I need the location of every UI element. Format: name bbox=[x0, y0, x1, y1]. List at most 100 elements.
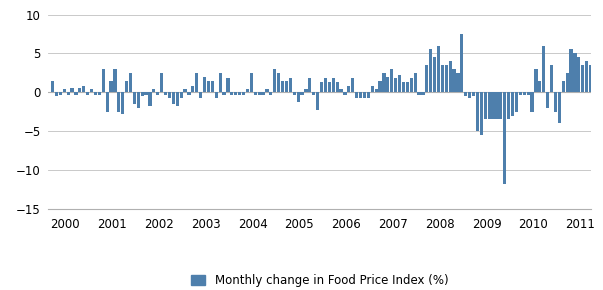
Bar bbox=[433, 57, 436, 92]
Bar bbox=[449, 61, 452, 92]
Bar bbox=[437, 46, 440, 92]
Bar bbox=[359, 92, 362, 98]
Bar bbox=[417, 92, 421, 95]
Bar bbox=[414, 73, 417, 92]
Bar bbox=[125, 81, 128, 92]
Bar bbox=[133, 92, 136, 104]
Bar bbox=[74, 92, 78, 95]
Bar bbox=[66, 92, 70, 95]
Bar bbox=[421, 92, 425, 95]
Bar bbox=[472, 92, 475, 96]
Bar bbox=[223, 92, 226, 95]
Bar bbox=[312, 92, 315, 95]
Bar bbox=[305, 89, 308, 92]
Bar bbox=[195, 73, 198, 92]
Bar bbox=[429, 50, 432, 92]
Bar bbox=[581, 65, 584, 92]
Bar bbox=[203, 77, 206, 92]
Bar bbox=[464, 92, 467, 96]
Bar bbox=[300, 92, 304, 95]
Bar bbox=[188, 92, 191, 95]
Bar bbox=[55, 92, 58, 96]
Bar bbox=[254, 92, 257, 95]
Bar bbox=[90, 89, 93, 92]
Bar bbox=[335, 82, 339, 92]
Bar bbox=[215, 92, 218, 98]
Bar bbox=[164, 92, 167, 95]
Bar bbox=[526, 92, 530, 95]
Bar bbox=[577, 57, 581, 92]
Bar bbox=[593, 65, 596, 92]
Bar bbox=[597, 92, 600, 112]
Bar bbox=[324, 78, 327, 92]
Bar bbox=[398, 75, 401, 92]
Bar bbox=[409, 78, 413, 92]
Bar bbox=[355, 92, 358, 98]
Bar bbox=[531, 92, 534, 112]
Bar bbox=[542, 46, 545, 92]
Bar bbox=[292, 92, 296, 95]
Bar bbox=[226, 78, 230, 92]
Bar bbox=[94, 92, 97, 95]
Bar bbox=[265, 89, 268, 92]
Bar bbox=[180, 92, 183, 98]
Bar bbox=[281, 81, 284, 92]
Bar bbox=[148, 92, 151, 106]
Bar bbox=[367, 92, 370, 98]
Bar bbox=[332, 78, 335, 92]
Bar bbox=[270, 92, 273, 95]
Bar bbox=[78, 88, 81, 92]
Bar bbox=[363, 92, 366, 98]
Bar bbox=[191, 86, 195, 92]
Bar bbox=[207, 81, 210, 92]
Bar bbox=[499, 92, 502, 119]
Bar bbox=[250, 73, 253, 92]
Bar bbox=[460, 34, 464, 92]
Bar bbox=[262, 92, 265, 95]
Bar bbox=[199, 92, 202, 98]
Bar bbox=[507, 92, 510, 119]
Bar bbox=[140, 92, 144, 96]
Bar bbox=[484, 92, 487, 119]
Bar bbox=[106, 92, 109, 112]
Bar bbox=[558, 92, 561, 123]
Bar bbox=[257, 92, 260, 95]
Bar bbox=[468, 92, 472, 98]
Bar bbox=[371, 86, 374, 92]
Bar bbox=[496, 92, 499, 119]
Bar bbox=[488, 92, 491, 119]
Bar bbox=[320, 82, 323, 92]
Bar bbox=[308, 78, 311, 92]
Bar bbox=[573, 53, 576, 92]
Bar bbox=[273, 69, 276, 92]
Bar bbox=[601, 61, 603, 92]
Bar bbox=[386, 77, 390, 92]
Bar bbox=[242, 92, 245, 95]
Bar bbox=[550, 65, 553, 92]
Bar bbox=[382, 73, 385, 92]
Bar bbox=[63, 89, 66, 92]
Bar bbox=[456, 73, 459, 92]
Bar bbox=[160, 73, 163, 92]
Bar bbox=[289, 78, 292, 92]
Bar bbox=[402, 82, 405, 92]
Bar bbox=[218, 73, 222, 92]
Bar bbox=[347, 86, 350, 92]
Bar bbox=[503, 92, 507, 184]
Bar bbox=[554, 92, 557, 112]
Legend: Monthly change in Food Price Index (%): Monthly change in Food Price Index (%) bbox=[186, 269, 453, 290]
Bar bbox=[71, 88, 74, 92]
Bar bbox=[246, 89, 249, 92]
Bar bbox=[316, 92, 319, 110]
Bar bbox=[121, 92, 124, 114]
Bar bbox=[297, 92, 300, 102]
Bar bbox=[589, 65, 592, 92]
Bar bbox=[546, 92, 549, 108]
Bar bbox=[515, 92, 518, 112]
Bar bbox=[566, 73, 569, 92]
Bar bbox=[425, 65, 428, 92]
Bar bbox=[406, 82, 409, 92]
Bar bbox=[156, 92, 159, 95]
Bar bbox=[98, 92, 101, 95]
Bar bbox=[145, 92, 148, 95]
